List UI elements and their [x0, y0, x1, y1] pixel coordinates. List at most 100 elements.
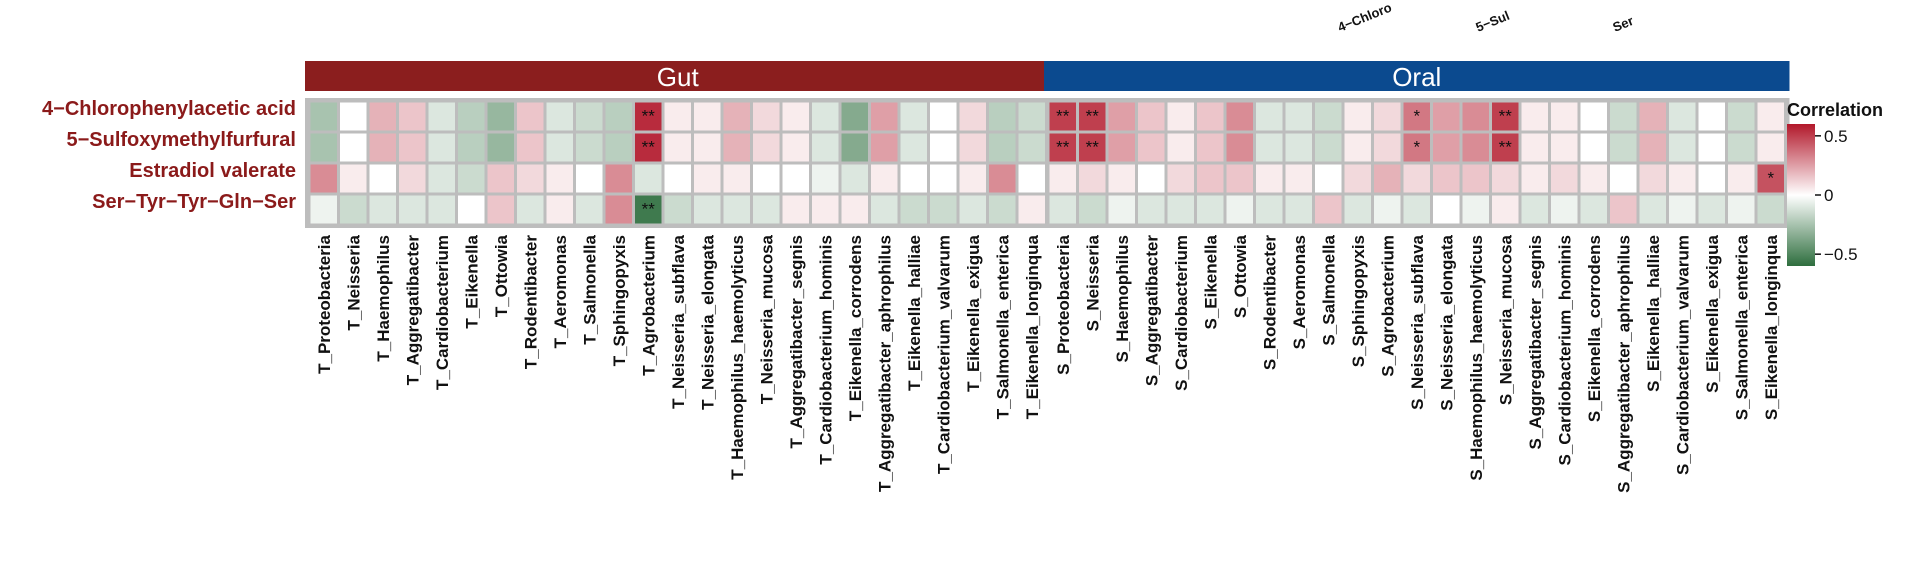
heatmap-cell — [1492, 102, 1519, 131]
heatmap-cell — [1403, 164, 1430, 193]
row-label: 5−Sulfoxymethylfurfural — [66, 129, 296, 151]
heatmap-cell — [458, 195, 485, 224]
heatmap-cell — [753, 195, 780, 224]
heatmap-cell — [782, 164, 809, 193]
column-label: T_Rodentibacter — [521, 235, 540, 370]
heatmap-cell — [458, 102, 485, 131]
heatmap-cell — [959, 195, 986, 224]
heatmap-cell — [1521, 195, 1548, 224]
group-header-bars: Gut Oral — [305, 61, 1790, 92]
heatmap-cell — [1639, 133, 1666, 162]
legend-tick-label: 0 — [1824, 186, 1833, 205]
heatmap-cell — [1285, 164, 1312, 193]
heatmap-cell — [1138, 102, 1165, 131]
column-label: T_Ottowia — [492, 234, 511, 317]
heatmap-cell — [1551, 164, 1578, 193]
heatmap-cell — [428, 164, 455, 193]
heatmap-cell — [517, 102, 544, 131]
column-label: S_Eikenella_corrodens — [1585, 235, 1604, 422]
heatmap-cell — [1049, 164, 1076, 193]
heatmap-cell — [1108, 133, 1135, 162]
significance-mark: ** — [1056, 138, 1070, 157]
heatmap-cell — [753, 133, 780, 162]
heatmap-cell — [1315, 133, 1342, 162]
heatmap-cell — [576, 164, 603, 193]
heatmap-cell — [871, 102, 898, 131]
heatmap-cell — [1079, 133, 1106, 162]
heatmap-cell — [1698, 164, 1725, 193]
heatmap-cell — [428, 195, 455, 224]
heatmap-cell — [1639, 164, 1666, 193]
heatmap-cell — [1197, 195, 1224, 224]
heatmap-cell — [1108, 164, 1135, 193]
column-label: S_Rodentibacter — [1260, 235, 1279, 370]
heatmap-cell — [369, 195, 396, 224]
heatmap-cell — [723, 195, 750, 224]
heatmap-cell — [1256, 164, 1283, 193]
column-label: S_Agrobacterium — [1378, 235, 1397, 377]
heatmap-cell — [517, 164, 544, 193]
heatmap-cell — [1138, 195, 1165, 224]
column-label: T_Eikenella — [462, 234, 481, 328]
heatmap-cell — [1167, 195, 1194, 224]
column-label: T_Salmonella_enterica — [993, 234, 1012, 419]
heatmap-cell — [664, 195, 691, 224]
significance-mark: * — [1413, 107, 1420, 126]
heatmap-cell — [694, 195, 721, 224]
heatmap-cell — [753, 102, 780, 131]
heatmap-cell — [1462, 102, 1489, 131]
heatmap-cell — [1079, 102, 1106, 131]
column-label: S_Ottowia — [1231, 234, 1250, 318]
heatmap-cell — [576, 133, 603, 162]
significance-mark: ** — [642, 138, 656, 157]
heatmap-cell — [1197, 133, 1224, 162]
heatmap-cell — [1108, 102, 1135, 131]
heatmap-cell — [782, 133, 809, 162]
heatmap-cell — [1315, 164, 1342, 193]
column-label: S_Aggregatibacter — [1142, 235, 1161, 387]
heatmap-cell — [546, 133, 573, 162]
column-label: S_Haemophilus_haemolyticus — [1467, 235, 1486, 481]
heatmap-cell — [1226, 102, 1253, 131]
heatmap-cell — [605, 102, 632, 131]
heatmap-cell — [1698, 102, 1725, 131]
heatmap-cell — [930, 133, 957, 162]
heatmap-cell — [1374, 133, 1401, 162]
heatmap-cell — [930, 195, 957, 224]
heatmap-cell — [399, 164, 426, 193]
heatmap-cell — [900, 102, 927, 131]
heatmap-cell — [1521, 133, 1548, 162]
heatmap-cell — [369, 133, 396, 162]
heatmap-cell — [340, 195, 367, 224]
heatmap-cell — [1462, 164, 1489, 193]
column-label: T_Haemophilus_haemolyticus — [728, 235, 747, 480]
heatmap-cell — [841, 102, 868, 131]
column-label: T_Salmonella — [580, 234, 599, 344]
heatmap-cell — [310, 102, 337, 131]
heatmap-cell — [900, 133, 927, 162]
heatmap-cell — [900, 164, 927, 193]
heatmap-cell — [900, 195, 927, 224]
heatmap-cell — [989, 195, 1016, 224]
heatmap-cell — [871, 164, 898, 193]
column-label: S_Neisseria — [1083, 234, 1102, 331]
heatmap-cell — [369, 164, 396, 193]
heatmap-cell — [1049, 102, 1076, 131]
heatmap-cell — [1698, 133, 1725, 162]
significance-mark: * — [1767, 169, 1774, 188]
heatmap-cell — [1580, 102, 1607, 131]
heatmap-cell — [1256, 102, 1283, 131]
column-label: T_Proteobacteria — [315, 234, 334, 373]
heatmap-cell — [1018, 195, 1045, 224]
heatmap-cell — [1138, 164, 1165, 193]
heatmap-cell — [1344, 195, 1371, 224]
heatmap-cell — [1315, 102, 1342, 131]
heatmap-cell — [1226, 195, 1253, 224]
column-label: T_Eikenella_halliae — [905, 235, 924, 391]
heatmap-cell — [841, 133, 868, 162]
heatmap-cell — [1462, 195, 1489, 224]
heatmap-cell — [1492, 195, 1519, 224]
heatmap-cell — [1551, 195, 1578, 224]
heatmap-cell — [1728, 164, 1755, 193]
